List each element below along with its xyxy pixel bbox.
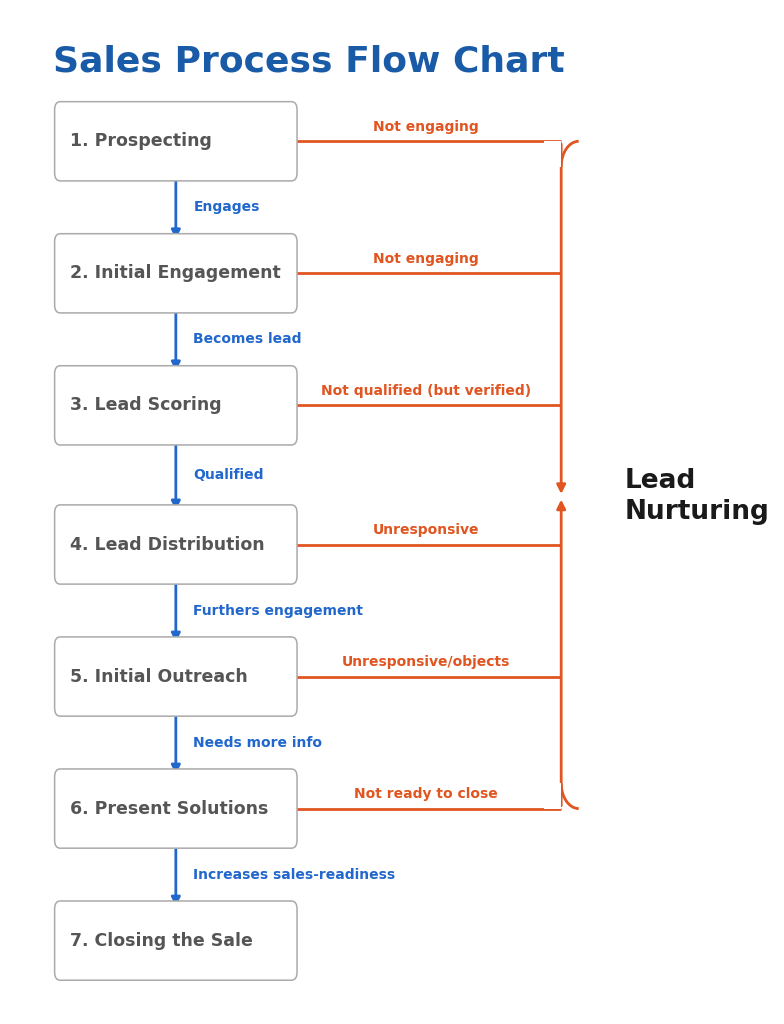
Text: 7. Closing the Sale: 7. Closing the Sale bbox=[70, 932, 253, 949]
FancyBboxPatch shape bbox=[55, 233, 297, 313]
FancyBboxPatch shape bbox=[55, 366, 297, 445]
Text: Increases sales-readiness: Increases sales-readiness bbox=[194, 867, 395, 882]
Text: Qualified: Qualified bbox=[194, 468, 264, 482]
Text: Not engaging: Not engaging bbox=[373, 120, 479, 134]
Text: Furthers engagement: Furthers engagement bbox=[194, 603, 363, 617]
Text: Not engaging: Not engaging bbox=[373, 252, 479, 266]
Text: Not qualified (but verified): Not qualified (but verified) bbox=[321, 384, 532, 398]
Text: Unresponsive/objects: Unresponsive/objects bbox=[342, 655, 510, 670]
FancyBboxPatch shape bbox=[543, 783, 561, 809]
FancyBboxPatch shape bbox=[543, 141, 561, 167]
FancyBboxPatch shape bbox=[55, 901, 297, 980]
FancyBboxPatch shape bbox=[55, 769, 297, 848]
Text: Unresponsive: Unresponsive bbox=[373, 523, 480, 538]
Text: 2. Initial Engagement: 2. Initial Engagement bbox=[70, 264, 281, 283]
Text: Needs more info: Needs more info bbox=[194, 735, 322, 750]
Text: Becomes lead: Becomes lead bbox=[194, 333, 302, 346]
Text: 5. Initial Outreach: 5. Initial Outreach bbox=[70, 668, 248, 685]
FancyBboxPatch shape bbox=[55, 637, 297, 716]
Text: Engages: Engages bbox=[194, 201, 260, 214]
Text: Sales Process Flow Chart: Sales Process Flow Chart bbox=[53, 45, 565, 79]
Text: 3. Lead Scoring: 3. Lead Scoring bbox=[70, 396, 222, 415]
Text: Not ready to close: Not ready to close bbox=[354, 787, 498, 802]
Text: 6. Present Solutions: 6. Present Solutions bbox=[70, 800, 268, 817]
FancyBboxPatch shape bbox=[55, 505, 297, 584]
Text: 4. Lead Distribution: 4. Lead Distribution bbox=[70, 536, 265, 554]
Text: Lead
Nurturing: Lead Nurturing bbox=[624, 468, 769, 525]
Text: 1. Prospecting: 1. Prospecting bbox=[70, 132, 212, 151]
FancyBboxPatch shape bbox=[55, 101, 297, 181]
